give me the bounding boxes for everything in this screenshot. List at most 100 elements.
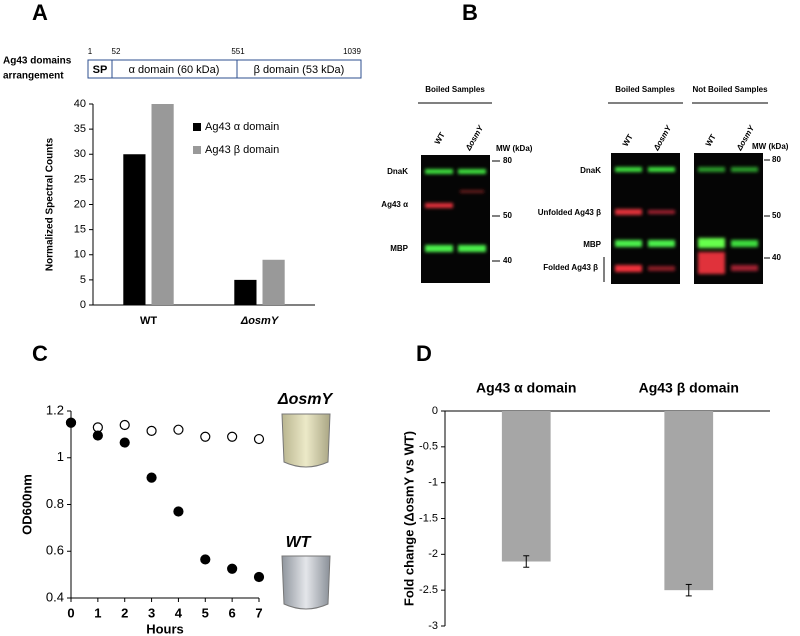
band-label: DnaK [387,167,408,176]
y-tick-label: 25 [74,173,86,185]
x-tick-label: 5 [202,605,209,620]
y-tick-label: 20 [74,198,86,210]
y-axis-title: OD600nm [19,474,34,535]
domain-box [236,59,362,79]
y-tick-label: -0.5 [419,441,438,453]
bar [123,154,146,305]
x-tick-label: 2 [121,605,128,620]
y-tick-label: -2 [428,548,438,560]
band [648,167,675,172]
bar [501,411,551,562]
point [146,472,157,483]
bar [151,104,174,305]
residue-position: 1039 [343,47,361,56]
x-tick-label: WT [140,315,157,327]
mw-label: 50 [503,211,512,220]
tube-photo [281,555,331,610]
band-label: MBP [583,240,601,249]
point [200,431,211,442]
y-tick-label: -1.5 [419,512,438,524]
mw-label: 50 [772,211,781,220]
point [119,419,130,431]
y-tick-label: 5 [80,274,86,286]
band [615,265,642,272]
point [227,563,238,574]
band [648,240,675,247]
y-tick-label: 30 [74,148,86,160]
diagram-title: Ag43 domains [3,56,72,67]
panel-label: C [32,341,48,366]
blot-header: Boiled Samples [425,85,485,94]
y-tick-label: 1.2 [46,402,64,417]
y-tick-label: 15 [74,224,86,236]
y-tick-label: 1 [57,449,64,464]
band-label: Unfolded Ag43 β [538,208,601,217]
lane-label: ΔosmY [651,123,673,152]
x-tick-label: Ag43 β domain [639,380,739,396]
point [200,554,211,565]
legend-label: Ag43 α domain [205,121,279,133]
band [648,210,675,214]
panel-label: D [416,341,432,366]
point [92,430,103,441]
bar [234,279,257,305]
mw-label: 40 [503,256,512,265]
annotation: WT [286,534,312,551]
y-tick-label: 0.4 [46,589,64,604]
x-tick-label: Ag43 α domain [476,380,576,396]
panel-label: B [462,0,478,25]
band [731,167,758,172]
blot-header: Not Boiled Samples [692,85,768,94]
diagram-title: arrangement [3,71,64,82]
point [173,506,184,517]
band [458,245,486,252]
band [425,245,453,252]
blot-image [421,155,490,283]
band-label: Ag43 α [381,200,408,209]
x-tick-label: ΔosmY [240,315,280,327]
point [119,437,130,448]
point [65,417,77,428]
y-tick-label: 35 [74,123,86,135]
band-label: DnaK [580,166,601,175]
point [253,571,265,583]
band [425,203,453,208]
band [731,265,758,271]
x-tick-label: 7 [255,605,262,620]
band [615,209,642,215]
band [458,169,486,174]
mw-title: MW (kDa) [752,142,789,151]
mw-label: 80 [503,156,512,165]
band [731,240,758,247]
bar [664,411,714,591]
y-tick-label: -2.5 [419,584,438,596]
y-axis-title: Fold change (ΔosmY vs WT) [401,431,416,606]
x-tick-label: 1 [94,605,101,620]
tube-photo [281,413,331,468]
y-tick-label: 0 [80,299,86,311]
mw-label: 80 [772,155,781,164]
x-tick-label: 3 [148,605,155,620]
band [615,167,642,172]
residue-position: 551 [231,47,245,56]
band [425,169,453,174]
lane-label: ΔosmY [463,123,485,152]
mw-label: 40 [772,253,781,262]
legend-swatch [193,123,201,131]
lane-label: WT [621,133,635,148]
panel-label: A [32,0,48,25]
y-tick-label: 0.8 [46,496,64,511]
band [698,167,725,172]
domain-label: SP [93,64,108,76]
residue-position: 1 [88,47,93,56]
y-tick-label: 10 [74,249,86,261]
point [173,424,184,435]
y-tick-label: -3 [428,620,438,632]
x-tick-label: 4 [175,605,183,620]
lane-label: WT [433,131,447,146]
annotation: ΔosmY [277,391,334,408]
mw-title: MW (kDa) [496,144,533,153]
point [227,431,238,442]
y-tick-label: 0 [432,405,438,417]
